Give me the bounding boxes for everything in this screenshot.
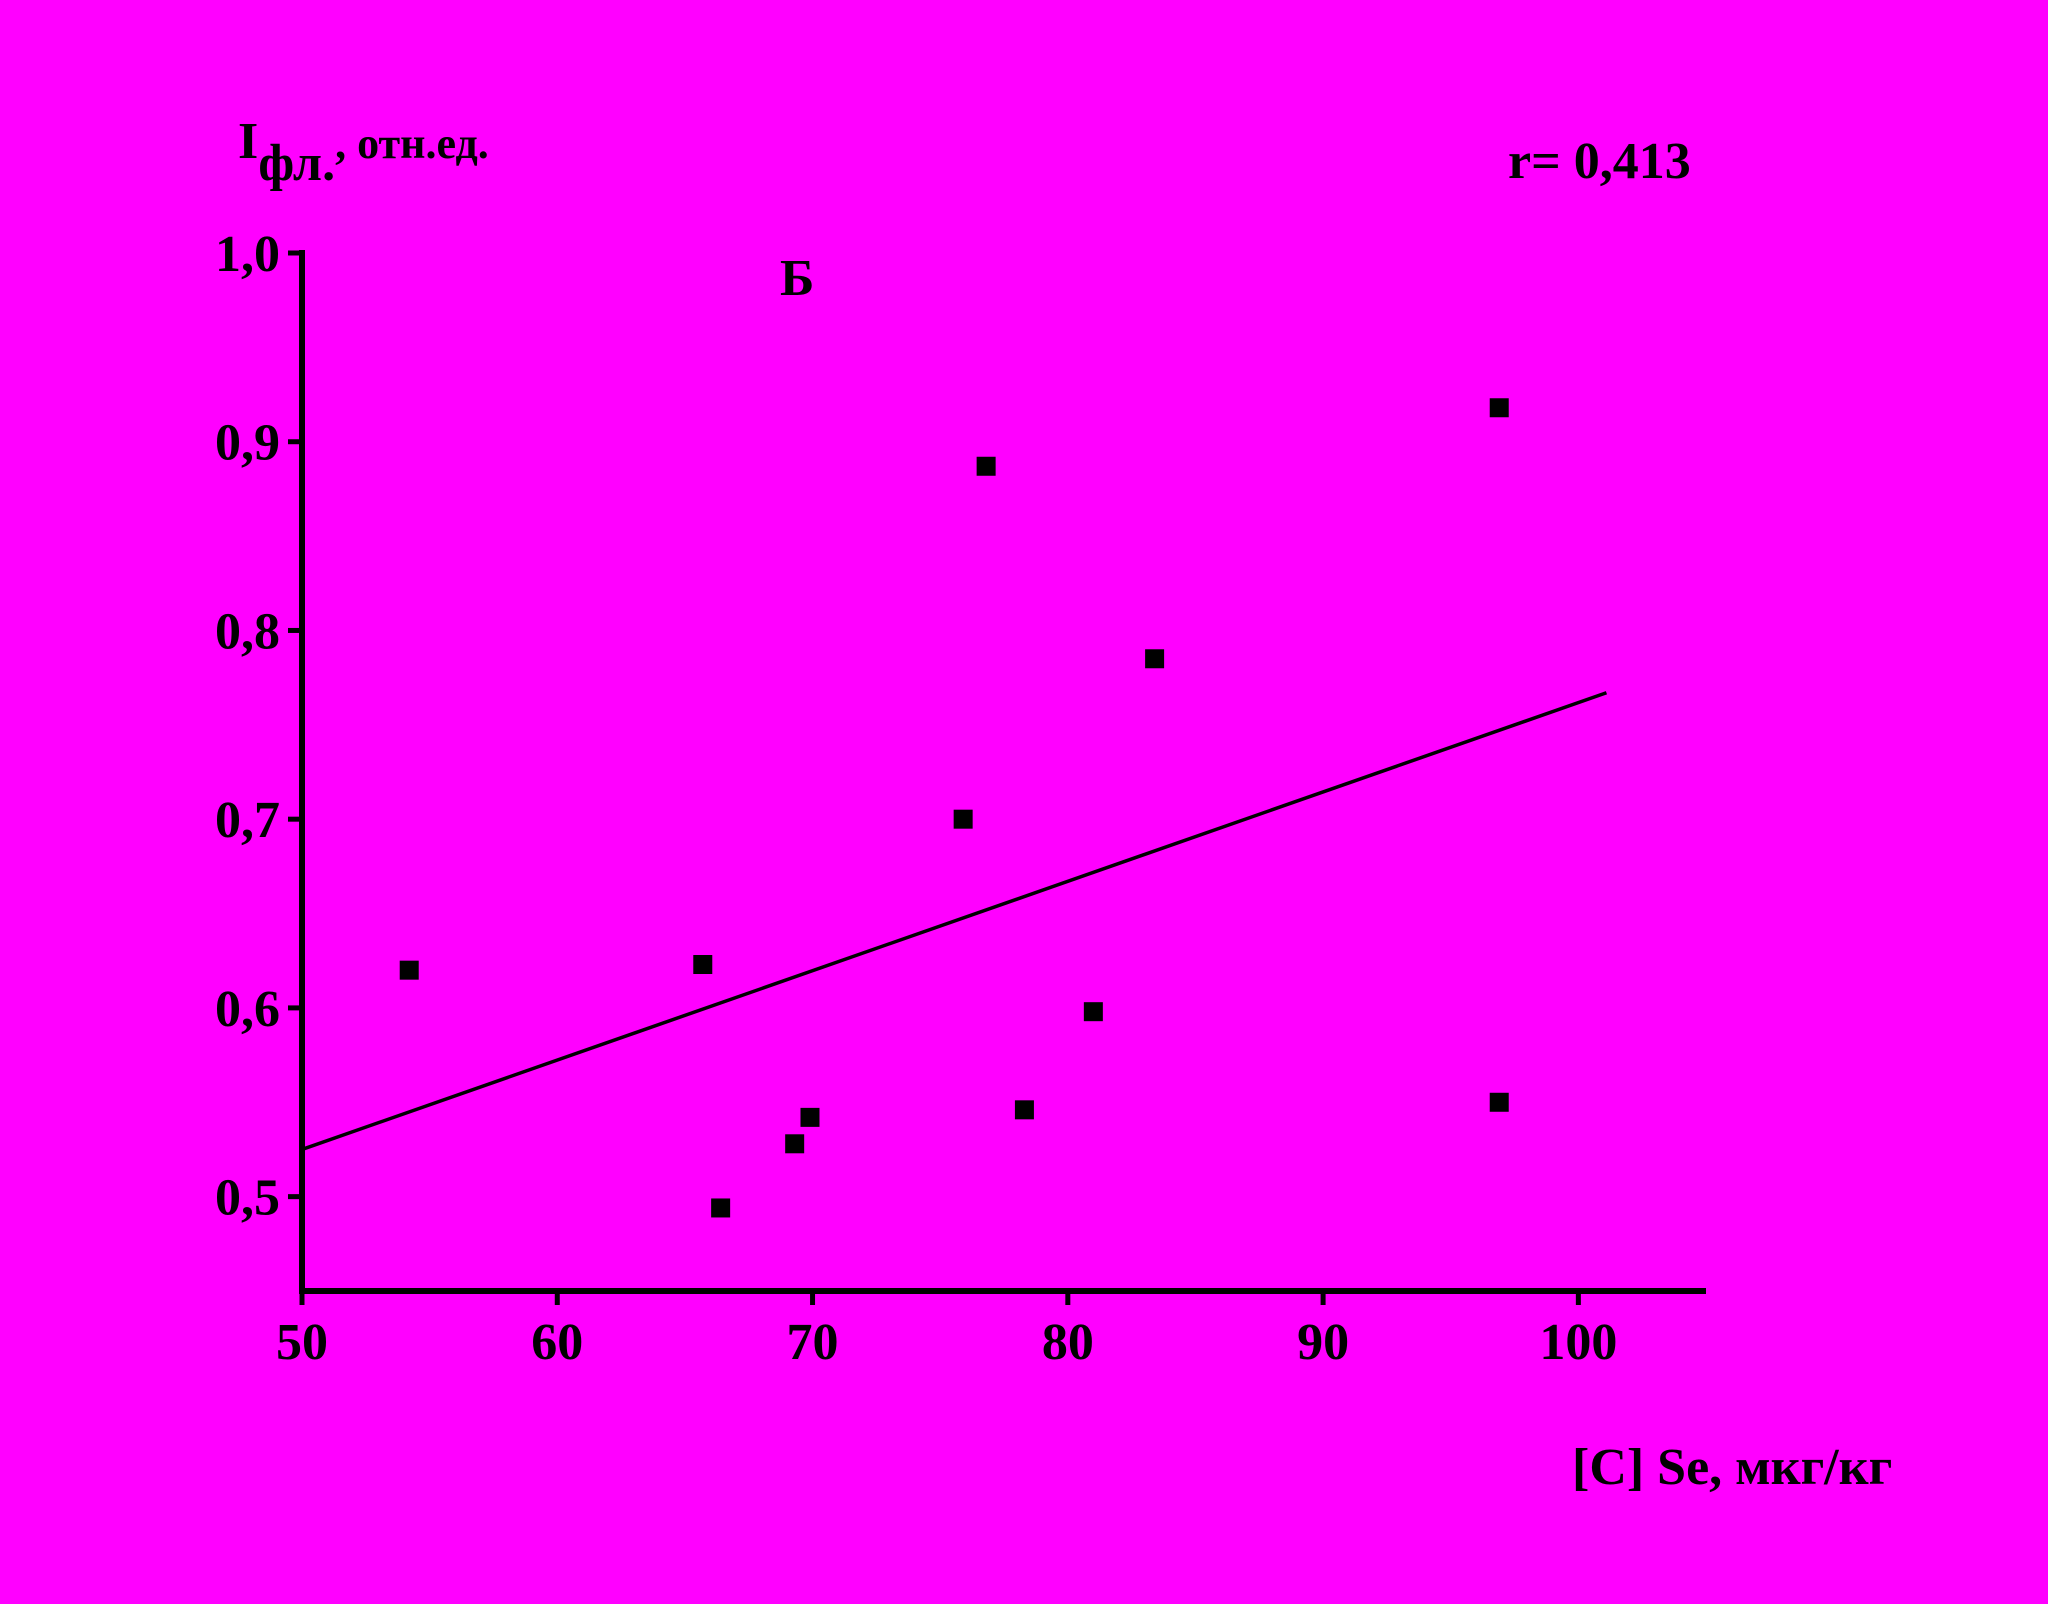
x-ticks: 50 60 70 80 90 100 — [276, 1291, 1617, 1371]
data-point — [399, 960, 419, 980]
data-point — [976, 456, 996, 476]
y-tick-label: 0,9 — [215, 415, 280, 472]
data-point — [953, 809, 973, 829]
x-tick-label: 60 — [531, 1314, 583, 1371]
data-point — [785, 1134, 805, 1154]
data-point — [800, 1107, 820, 1127]
y-tick-label: 0,5 — [215, 1170, 280, 1227]
data-point — [1145, 649, 1165, 669]
y-axis-title-rest: , отн.ед. — [335, 119, 489, 168]
data-point — [693, 955, 713, 975]
y-tick-label: 1,0 — [215, 226, 280, 283]
x-tick-label: 100 — [1539, 1314, 1617, 1371]
y-ticks: 0,5 0,6 0,7 0,8 0,9 1,0 — [215, 226, 302, 1227]
data-point — [1014, 1100, 1034, 1120]
axes — [299, 250, 1706, 1294]
data-point — [1083, 1002, 1103, 1022]
correlation-annotation: r= 0,413 — [1508, 133, 1691, 190]
x-tick-label: 50 — [276, 1314, 328, 1371]
data-point — [1489, 398, 1509, 418]
x-tick-label: 70 — [787, 1314, 839, 1371]
data-points — [399, 398, 1509, 1218]
panel-label: Б — [780, 250, 814, 307]
x-axis-title: [C] Se, мкг/кг — [1572, 1439, 1892, 1496]
x-tick-label: 80 — [1042, 1314, 1094, 1371]
y-axis-title-main: I — [238, 113, 258, 170]
trendline — [301, 691, 1608, 1152]
y-tick-label: 0,6 — [215, 981, 280, 1038]
data-point — [711, 1198, 731, 1218]
x-tick-label: 90 — [1297, 1314, 1349, 1371]
y-tick-label: 0,7 — [215, 792, 280, 849]
y-axis-title-sub: фл. — [258, 135, 335, 192]
data-point — [1489, 1092, 1509, 1112]
trendline-group — [301, 691, 1608, 1152]
y-tick-label: 0,8 — [215, 603, 280, 660]
y-axis-title: Iфл., отн.ед. — [238, 113, 489, 192]
